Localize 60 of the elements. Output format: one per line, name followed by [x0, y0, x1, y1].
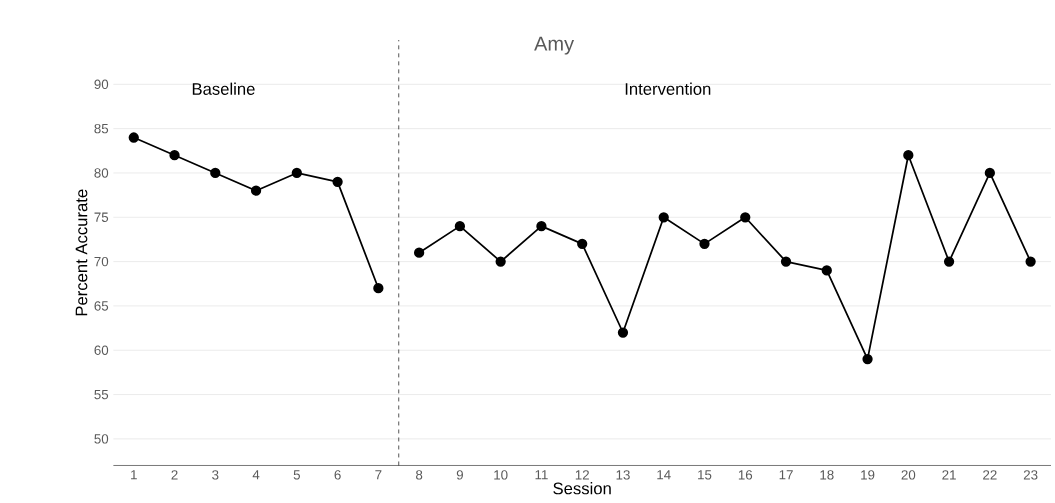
y-tick-label: 60	[94, 345, 109, 356]
point	[780, 256, 792, 267]
point	[1025, 256, 1036, 267]
x-tick-label: 23	[1023, 470, 1038, 480]
x-tick-label: 9	[456, 470, 463, 480]
x-axis-title: Session	[553, 482, 611, 495]
y-tick-label: 90	[94, 79, 109, 90]
point	[250, 185, 262, 196]
x-tick-label: 12	[575, 470, 589, 480]
x-tick-label: 2	[171, 470, 178, 480]
y-tick-label: 85	[94, 124, 109, 134]
x-tick-label: 8	[416, 470, 423, 480]
x-tick-label: 1	[131, 470, 137, 480]
point	[291, 167, 302, 179]
x-tick-label: 21	[942, 470, 956, 480]
point	[617, 327, 629, 338]
x-tick-label: 20	[901, 470, 916, 480]
point	[413, 247, 425, 258]
y-tick-label: 75	[94, 212, 109, 223]
x-tick-label: 14	[657, 470, 671, 480]
x-tick-label: 15	[698, 470, 712, 480]
point	[536, 221, 547, 232]
annotation: Intervention	[625, 82, 711, 95]
point	[495, 256, 506, 267]
y-tick-label: 70	[94, 256, 109, 267]
point	[862, 354, 873, 365]
point	[903, 150, 914, 161]
x-tick-label: 7	[375, 470, 382, 480]
x-tick-label: 5	[293, 470, 300, 480]
x-tick-label: 3	[212, 470, 219, 480]
chart-title: Amy	[534, 36, 575, 55]
annotation: Baseline	[192, 82, 255, 95]
x-tick-label: 22	[983, 470, 997, 480]
point	[943, 256, 955, 267]
point	[128, 132, 139, 143]
point	[454, 221, 466, 232]
point	[169, 150, 180, 161]
point	[740, 212, 751, 223]
point	[699, 238, 710, 250]
y-axis-title: Percent Accurate	[75, 189, 88, 316]
x-tick-label: 13	[616, 470, 630, 480]
point	[210, 167, 221, 179]
y-tick-label: 80	[94, 168, 109, 178]
x-tick-label: 6	[334, 470, 341, 480]
x-tick-label: 17	[779, 470, 793, 480]
x-tick-label: 10	[494, 470, 508, 480]
x-tick-label: 16	[738, 470, 753, 480]
point	[332, 176, 343, 188]
y-tick-label: 65	[94, 301, 109, 311]
point	[821, 265, 832, 276]
x-tick-label: 19	[861, 470, 875, 480]
point	[373, 283, 384, 294]
x-tick-label: 4	[252, 470, 260, 480]
x-tick-label: 11	[535, 470, 548, 480]
y-tick-label: 55	[94, 389, 109, 400]
y-tick-label: 50	[94, 434, 109, 444]
point	[658, 212, 669, 223]
point	[577, 238, 588, 250]
point	[984, 167, 995, 179]
x-tick-label: 18	[820, 470, 834, 480]
